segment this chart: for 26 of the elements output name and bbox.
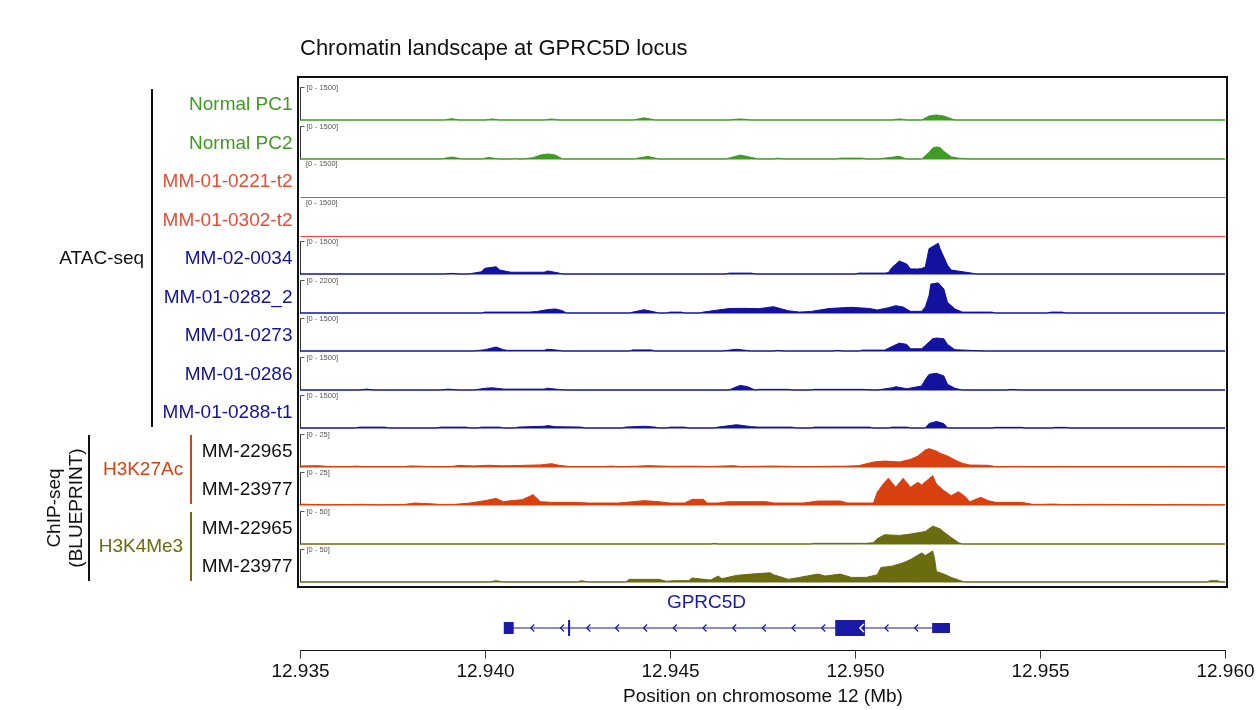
text: ChIP-seq (BLUEPRINT)	[42, 447, 87, 570]
text: MM-01-0302-t2	[162, 208, 293, 230]
y-axis-title: Normal PC2	[189, 131, 293, 153]
x-tick-label: 12.945	[641, 659, 700, 681]
y-axis-title: MM-22965	[201, 439, 293, 461]
x-tick-label: 12.955	[1011, 659, 1070, 681]
y-axis-title: MM-02-0034	[184, 247, 293, 268]
chart-title: Chromatin landscape at GPRC5D locus	[300, 35, 688, 60]
text: ATAC-seq	[59, 246, 145, 269]
x-axis-title: Position on chromosome 12 (Mb)	[623, 684, 903, 706]
text: GPRC5D	[666, 591, 747, 612]
x-tick-label: 12.940	[456, 659, 515, 681]
y-axis-title: Normal PC1	[189, 93, 293, 114]
x-tick-label: 12.950	[826, 659, 885, 681]
text: H3K4Me3	[98, 535, 184, 558]
y-axis-title: MM-23977	[201, 478, 293, 499]
y-axis-title: MM-22965	[201, 516, 293, 538]
y-axis-title: MM-01-0282_2	[163, 285, 293, 308]
y-axis-title: MM-01-0273	[184, 324, 293, 345]
x-tick-label: 12.935	[271, 659, 330, 681]
text: H3K27Ac	[102, 458, 184, 481]
y-axis-title: MM-01-0286	[184, 362, 293, 384]
x-tick-label: 12.960	[1196, 659, 1255, 681]
text: MM-01-0221-t2	[162, 170, 293, 191]
y-axis-title: MM-23977	[201, 555, 293, 576]
y-axis-title: MM-01-0288-t1	[162, 401, 293, 422]
